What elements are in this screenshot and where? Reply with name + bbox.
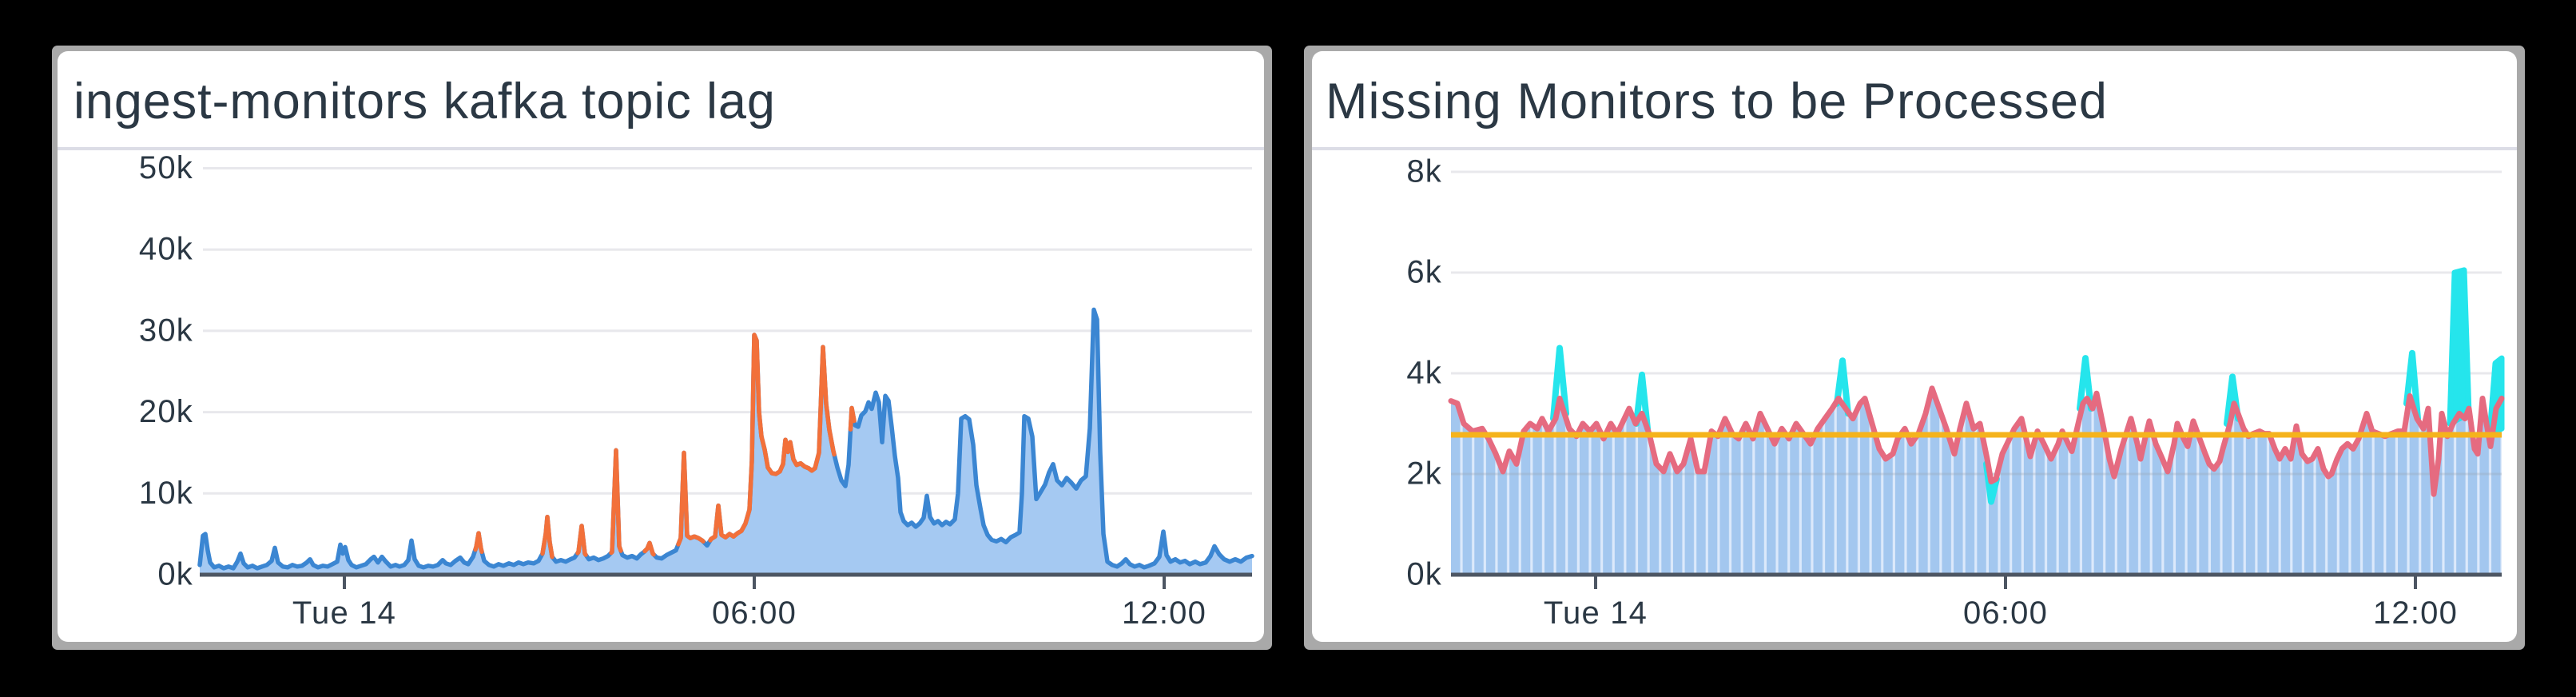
svg-text:20k: 20k: [139, 394, 193, 429]
svg-text:30k: 30k: [139, 313, 193, 348]
svg-text:Tue 14: Tue 14: [292, 595, 396, 631]
svg-text:8k: 8k: [1406, 154, 1442, 189]
svg-text:50k: 50k: [139, 150, 193, 185]
svg-text:10k: 10k: [139, 476, 193, 511]
svg-text:0k: 0k: [1406, 557, 1442, 592]
svg-text:06:00: 06:00: [712, 595, 797, 631]
svg-text:06:00: 06:00: [1963, 595, 2048, 631]
svg-text:4k: 4k: [1406, 356, 1442, 391]
svg-text:Tue 14: Tue 14: [1544, 595, 1648, 631]
svg-text:2k: 2k: [1406, 456, 1442, 492]
svg-text:12:00: 12:00: [1122, 595, 1207, 631]
svg-text:6k: 6k: [1406, 255, 1442, 290]
svg-text:12:00: 12:00: [2373, 595, 2458, 631]
svg-text:0k: 0k: [157, 557, 193, 592]
svg-text:40k: 40k: [139, 232, 193, 267]
